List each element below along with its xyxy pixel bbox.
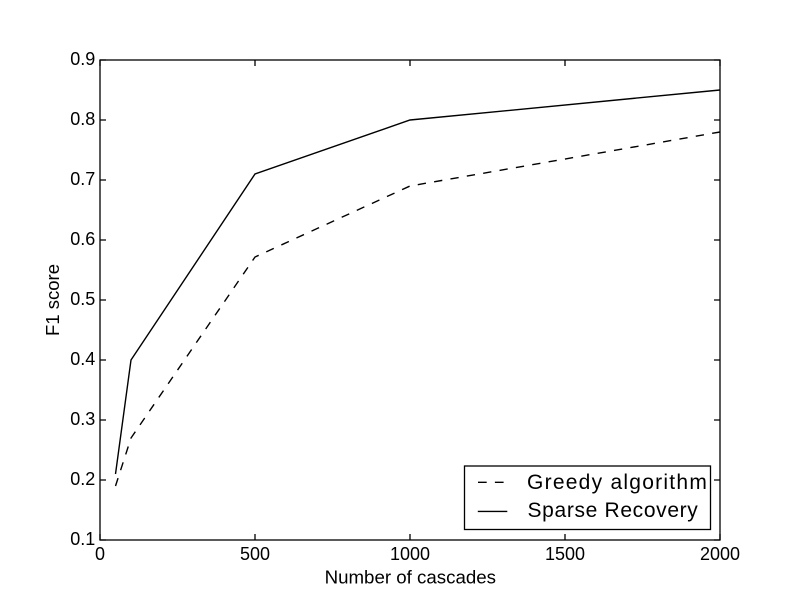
svg-text:500: 500 xyxy=(240,544,270,564)
svg-text:0: 0 xyxy=(95,544,105,564)
svg-text:0.8: 0.8 xyxy=(70,109,95,129)
svg-text:Greedy algorithm: Greedy algorithm xyxy=(527,471,708,494)
svg-text:Sparse Recovery: Sparse Recovery xyxy=(528,499,699,522)
svg-text:1500: 1500 xyxy=(545,544,585,564)
svg-text:0.5: 0.5 xyxy=(70,289,95,309)
svg-text:0.1: 0.1 xyxy=(70,529,95,549)
svg-text:1000: 1000 xyxy=(390,544,430,564)
svg-text:0.4: 0.4 xyxy=(70,349,95,369)
svg-text:0.3: 0.3 xyxy=(70,409,95,429)
svg-text:2000: 2000 xyxy=(700,544,740,564)
svg-text:Number of cascades: Number of cascades xyxy=(325,567,496,588)
svg-text:0.7: 0.7 xyxy=(70,169,95,189)
svg-text:0.6: 0.6 xyxy=(70,229,95,249)
svg-text:0.9: 0.9 xyxy=(70,49,95,69)
svg-text:F1 score: F1 score xyxy=(42,264,63,336)
svg-text:0.2: 0.2 xyxy=(70,469,95,489)
